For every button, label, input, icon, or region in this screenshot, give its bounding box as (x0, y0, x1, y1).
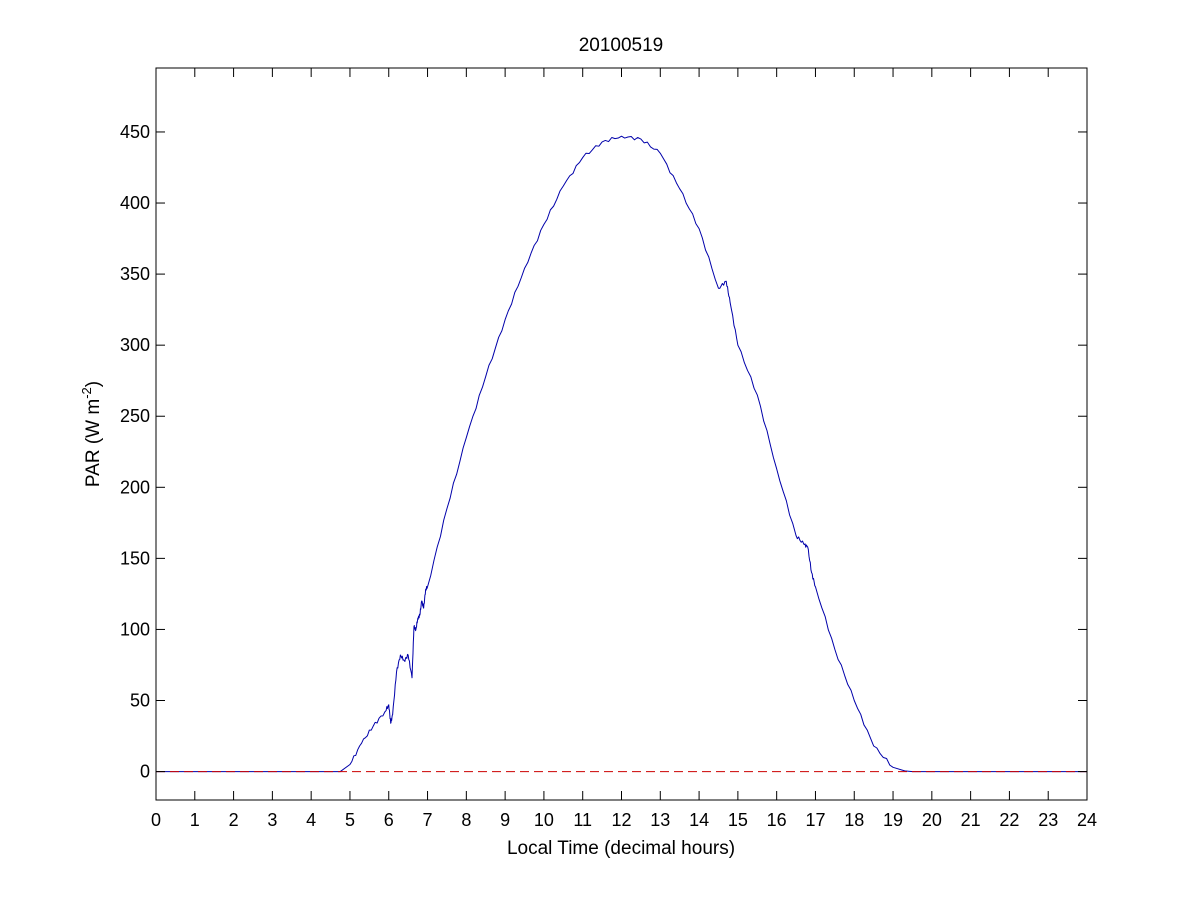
x-tick-label: 6 (384, 810, 394, 830)
y-tick-label: 450 (120, 122, 150, 142)
x-tick-label: 5 (345, 810, 355, 830)
y-tick-label: 100 (120, 619, 150, 639)
y-tick-label: 0 (140, 762, 150, 782)
par-series-line (156, 135, 1087, 773)
x-tick-label: 7 (423, 810, 433, 830)
x-tick-label: 21 (961, 810, 981, 830)
y-tick-label: 50 (130, 691, 150, 711)
ticks-layer: 0 1 2 3 4 5 6 7 8 9 10 11 12 13 14 15 16 17 18 19 20 21 22 23 24… (120, 68, 1097, 830)
y-axis-label-main: PAR (W m (83, 399, 104, 487)
x-tick-label: 2 (229, 810, 239, 830)
x-tick-label: 24 (1077, 810, 1097, 830)
y-tick-label: 350 (120, 264, 150, 284)
x-tick-label: 19 (883, 810, 903, 830)
x-tick-label: 18 (844, 810, 864, 830)
y-tick-label: 250 (120, 406, 150, 426)
x-tick-label: 14 (689, 810, 709, 830)
x-tick-label: 22 (999, 810, 1019, 830)
y-tick-label: 300 (120, 335, 150, 355)
x-tick-label: 13 (650, 810, 670, 830)
x-tick-label: 0 (151, 810, 161, 830)
y-axis-label-close: ) (83, 381, 104, 387)
series-layer (156, 135, 1087, 773)
x-tick-label: 15 (728, 810, 748, 830)
y-tick-label: 150 (120, 548, 150, 568)
plot-area (156, 68, 1087, 800)
x-tick-label: 10 (534, 810, 554, 830)
y-tick-label: 400 (120, 193, 150, 213)
x-tick-label: 1 (190, 810, 200, 830)
x-tick-label: 23 (1038, 810, 1058, 830)
x-tick-label: 3 (267, 810, 277, 830)
y-tick-label: 200 (120, 477, 150, 497)
x-tick-label: 9 (500, 810, 510, 830)
plot-frame (155, 67, 1088, 801)
chart-title: 20100519 (579, 35, 664, 56)
x-tick-label: 12 (611, 810, 631, 830)
y-axis-label: PAR (W m-2) (79, 381, 104, 487)
x-tick-label: 20 (922, 810, 942, 830)
x-axis-label: Local Time (decimal hours) (507, 838, 735, 859)
x-tick-label: 8 (461, 810, 471, 830)
x-tick-label: 4 (306, 810, 316, 830)
y-axis-label-superscript: -2 (79, 387, 94, 399)
x-tick-label: 11 (573, 810, 592, 830)
x-tick-label: 17 (805, 810, 825, 830)
x-tick-label: 16 (767, 810, 787, 830)
